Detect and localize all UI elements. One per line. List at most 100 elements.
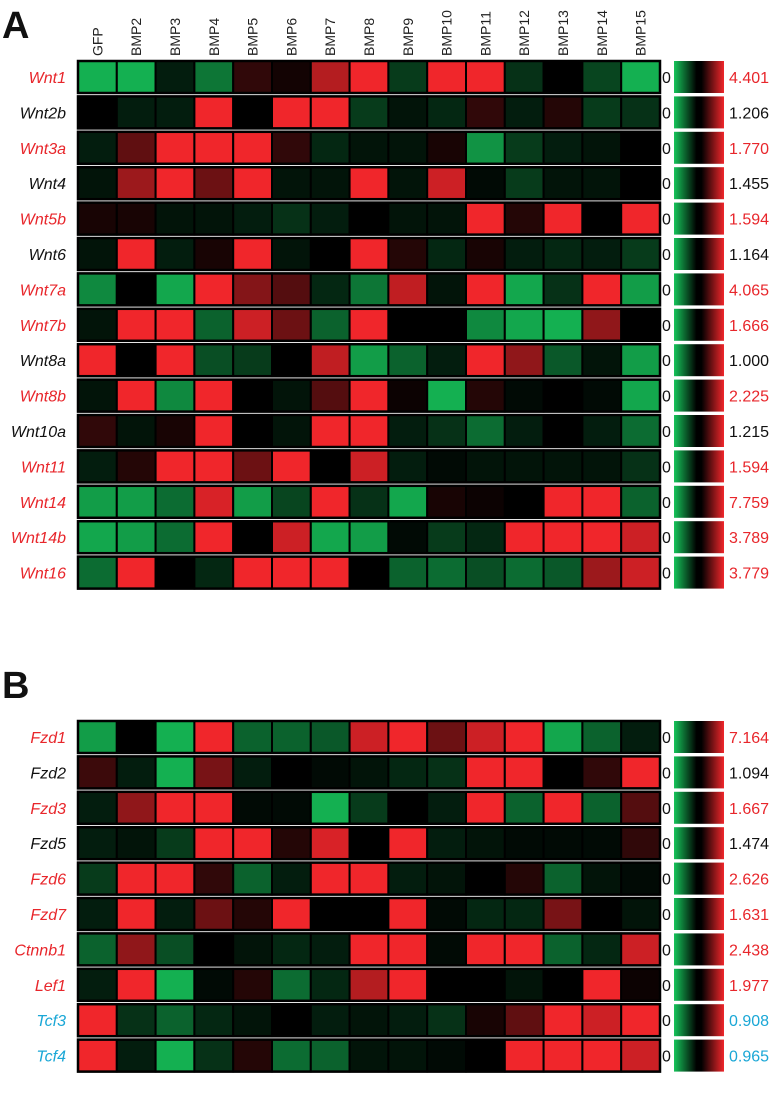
heatmap-cell bbox=[620, 272, 662, 307]
heatmap-cell bbox=[387, 555, 429, 590]
heatmap-cell bbox=[115, 897, 157, 931]
heatmap-cell bbox=[154, 95, 196, 130]
heatmap-cell bbox=[115, 484, 157, 519]
scale-max-label: 2.626 bbox=[729, 872, 769, 889]
heatmap-cell bbox=[77, 1038, 118, 1073]
heatmap-cell bbox=[348, 449, 390, 484]
scale-max-label: 1.206 bbox=[729, 105, 769, 122]
heatmap-cell bbox=[387, 60, 429, 94]
heatmap-cell bbox=[581, 826, 623, 861]
column-label: BMP6 bbox=[283, 18, 299, 56]
heatmap-cell bbox=[232, 378, 273, 413]
heatmap-cell bbox=[503, 378, 545, 413]
heatmap-cell bbox=[620, 378, 662, 413]
scale-min-label: 0 bbox=[662, 872, 671, 889]
heatmap-cell bbox=[348, 967, 390, 1002]
scale-gradient bbox=[674, 933, 724, 966]
heatmap-row: Ctnnb1 0 2.438 bbox=[14, 932, 769, 967]
heatmap-cell bbox=[542, 1038, 584, 1073]
heatmap-cell bbox=[503, 555, 545, 590]
heatmap-cell bbox=[465, 1038, 506, 1073]
heatmap-cell bbox=[77, 272, 118, 307]
heatmap-cell bbox=[309, 272, 351, 307]
heatmap-cell bbox=[542, 720, 584, 754]
heatmap-cell bbox=[387, 790, 429, 825]
heatmap-cell bbox=[465, 861, 506, 896]
heatmap-cell bbox=[115, 95, 157, 130]
heatmap-cell bbox=[387, 414, 429, 448]
heatmap-cell bbox=[232, 1003, 273, 1038]
heatmap-cell bbox=[426, 166, 468, 201]
heatmap-cell bbox=[309, 755, 351, 790]
heatmap-cell bbox=[426, 272, 468, 307]
heatmap-cell bbox=[426, 520, 468, 555]
heatmap-cell bbox=[154, 555, 196, 590]
heatmap-cell bbox=[309, 520, 351, 555]
column-label: BMP11 bbox=[477, 11, 493, 56]
heatmap-cell bbox=[465, 272, 506, 307]
heatmap-cell bbox=[387, 449, 429, 484]
heatmap-cell bbox=[465, 484, 506, 519]
heatmap-cell bbox=[115, 60, 157, 94]
heatmap-row: Wnt7a 0 4.065 bbox=[20, 272, 769, 307]
gene-label: Tcf3 bbox=[36, 1013, 66, 1030]
heatmap-cell bbox=[77, 60, 118, 94]
heatmap-cell bbox=[193, 449, 235, 484]
heatmap-cell bbox=[426, 449, 468, 484]
heatmap-cell bbox=[542, 484, 584, 519]
heatmap-cell bbox=[503, 755, 545, 790]
scale-min-label: 0 bbox=[662, 530, 671, 547]
heatmap-cell bbox=[115, 555, 157, 590]
heatmap-cell bbox=[581, 343, 623, 378]
heatmap-cell bbox=[115, 272, 157, 307]
heatmap-cell bbox=[193, 826, 235, 861]
heatmap-cell bbox=[232, 897, 273, 931]
scale-max-label: 7.759 bbox=[729, 495, 769, 512]
row-frame bbox=[76, 555, 662, 590]
heatmap-cell bbox=[193, 130, 235, 165]
gene-label: Wnt8b bbox=[20, 389, 66, 406]
heatmap-cell bbox=[271, 201, 312, 236]
heatmap-cell bbox=[232, 790, 273, 825]
scale-max-label: 1.666 bbox=[729, 318, 769, 335]
heatmap-cell bbox=[426, 237, 468, 271]
heatmap-cell bbox=[115, 378, 157, 413]
heatmap-cell bbox=[426, 932, 468, 967]
heatmap-row: Wnt7b 0 1.666 bbox=[20, 307, 769, 343]
heatmap-cell bbox=[232, 201, 273, 236]
heatmap-cell bbox=[77, 1003, 118, 1038]
heatmap-cell bbox=[503, 520, 545, 555]
heatmap-cell bbox=[271, 166, 312, 201]
heatmap-cell bbox=[309, 555, 351, 590]
gene-label: Wnt10a bbox=[11, 424, 66, 441]
heatmap-cell bbox=[232, 60, 273, 94]
heatmap-cell bbox=[348, 720, 390, 754]
row-frame bbox=[76, 790, 662, 826]
heatmap-cell bbox=[542, 201, 584, 236]
heatmap-cell bbox=[542, 272, 584, 307]
heatmap-cell bbox=[271, 307, 312, 342]
scale-gradient bbox=[674, 344, 724, 377]
heatmap-cell bbox=[581, 201, 623, 236]
heatmap-cell bbox=[77, 307, 118, 342]
row-frame bbox=[76, 449, 662, 484]
heatmap-cell bbox=[426, 1038, 468, 1073]
heatmap-cell bbox=[271, 1003, 312, 1038]
heatmap-cell bbox=[193, 60, 235, 94]
heatmap-cell bbox=[115, 790, 157, 825]
heatmap-cell bbox=[309, 237, 351, 271]
heatmap-cell bbox=[387, 932, 429, 967]
heatmap-cell bbox=[115, 166, 157, 201]
scale-min-label: 0 bbox=[662, 730, 671, 747]
heatmap-cell bbox=[232, 967, 273, 1002]
heatmap-cell bbox=[154, 414, 196, 448]
heatmap-cell bbox=[348, 307, 390, 342]
heatmap-cell bbox=[542, 1003, 584, 1038]
heatmap-cell bbox=[465, 897, 506, 931]
heatmap-cell bbox=[193, 95, 235, 130]
scale-min-label: 0 bbox=[662, 765, 671, 782]
row-frame bbox=[76, 59, 662, 95]
gene-label: Wnt5b bbox=[20, 212, 66, 229]
heatmap-row: Wnt5b 0 1.594 bbox=[20, 201, 769, 236]
scale-gradient bbox=[674, 273, 724, 306]
